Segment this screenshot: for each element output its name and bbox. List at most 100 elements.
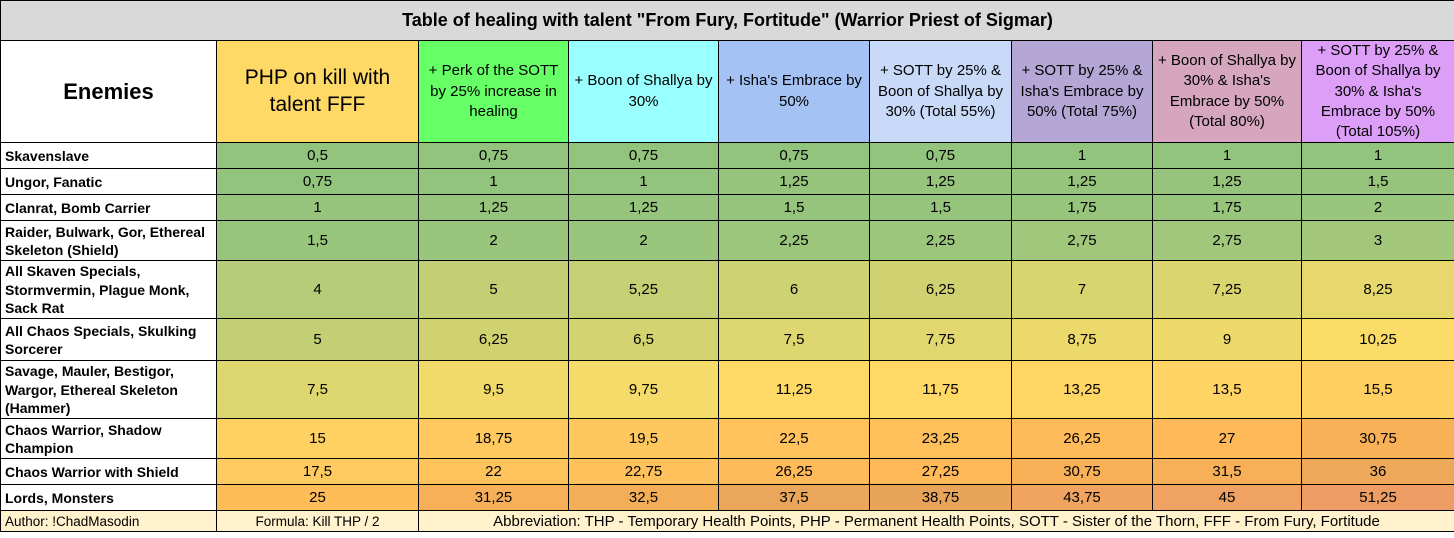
footer-row: Author: !ChadMasodin Formula: Kill THP / … <box>0 510 1454 533</box>
author-note: Author: !ChadMasodin <box>0 510 217 533</box>
healing-value-cell: 15,5 <box>1300 360 1454 420</box>
table-row: Savage, Mauler, Bestigor, Wargor, Ethere… <box>0 360 1454 420</box>
enemy-name: Skavenslave <box>0 142 217 170</box>
healing-value-cell: 0,75 <box>418 142 569 170</box>
healing-value-cell: 6 <box>718 260 870 320</box>
enemy-name: All Skaven Specials, Stormvermin, Plague… <box>0 260 217 320</box>
table-row: Chaos Warrior, Shadow Champion 15 18,75 19,… <box>0 418 1454 460</box>
healing-value-cell: 1,25 <box>1011 168 1153 196</box>
healing-value-cell: 9 <box>1152 318 1302 362</box>
column-header-7: + Boon of Shallya by 30% & Isha's Embrac… <box>1152 39 1302 144</box>
enemy-name: Lords, Monsters <box>0 484 217 512</box>
column-header-4: + Isha's Embrace by 50% <box>718 39 870 144</box>
healing-value-cell: 7,5 <box>718 318 870 362</box>
table-row: Skavenslave 0,5 0,75 0,75 0,75 0,75 1 1 1 <box>0 142 1454 170</box>
healing-value-cell: 6,5 <box>568 318 719 362</box>
healing-value-cell: 1,25 <box>869 168 1012 196</box>
column-header-3: + Boon of Shallya by 30% <box>568 39 719 144</box>
healing-value-cell: 2,25 <box>869 220 1012 262</box>
healing-value-cell: 3 <box>1300 220 1454 262</box>
healing-value-cell: 32,5 <box>568 484 719 512</box>
healing-value-cell: 31,5 <box>1152 458 1302 486</box>
healing-value-cell: 26,25 <box>718 458 870 486</box>
healing-value-cell: 9,5 <box>418 360 569 420</box>
healing-value-cell: 1,5 <box>216 220 419 262</box>
table-title: Table of healing with talent "From Fury,… <box>0 0 1454 41</box>
healing-value-cell: 11,75 <box>869 360 1012 420</box>
abbreviation-note: Abbreviation: THP - Temporary Health Poi… <box>417 510 1454 533</box>
healing-value-cell: 7,75 <box>869 318 1012 362</box>
healing-value-cell: 6,25 <box>418 318 569 362</box>
column-header-1: PHP on kill with talent FFF <box>216 39 419 144</box>
enemy-name: Chaos Warrior, Shadow Champion <box>0 418 217 460</box>
healing-value-cell: 22 <box>418 458 569 486</box>
healing-value-cell: 18,75 <box>418 418 569 460</box>
healing-value-cell: 6,25 <box>869 260 1012 320</box>
table-row: Ungor, Fanatic 0,75 1 1 1,25 1,25 1,25 1,25 1,5 <box>0 168 1454 196</box>
healing-value-cell: 25 <box>216 484 419 512</box>
healing-value-cell: 5 <box>216 318 419 362</box>
healing-value-cell: 17,5 <box>216 458 419 486</box>
healing-value-cell: 27 <box>1152 418 1302 460</box>
healing-value-cell: 7,25 <box>1152 260 1302 320</box>
healing-value-cell: 31,25 <box>418 484 569 512</box>
enemy-name: Clanrat, Bomb Carrier <box>0 194 217 222</box>
healing-value-cell: 1,5 <box>869 194 1012 222</box>
healing-value-cell: 0,75 <box>869 142 1012 170</box>
healing-value-cell: 1,25 <box>568 194 719 222</box>
healing-value-cell: 26,25 <box>1011 418 1153 460</box>
healing-value-cell: 22,75 <box>568 458 719 486</box>
formula-note: Formula: Kill THP / 2 <box>216 510 419 533</box>
table-row: All Chaos Specials, Skulking Sorcerer 5 6,… <box>0 318 1454 362</box>
healing-value-cell: 2 <box>1300 194 1454 222</box>
healing-value-cell: 1,5 <box>1300 168 1454 196</box>
healing-value-cell: 15 <box>216 418 419 460</box>
healing-value-cell: 1 <box>568 168 719 196</box>
healing-value-cell: 7,5 <box>216 360 419 420</box>
healing-value-cell: 8,75 <box>1011 318 1153 362</box>
table-row: Chaos Warrior with Shield 17,5 22 22,75 26,2… <box>0 458 1454 486</box>
healing-value-cell: 43,75 <box>1011 484 1153 512</box>
enemy-name: All Chaos Specials, Skulking Sorcerer <box>0 318 217 362</box>
healing-value-cell: 0,75 <box>216 168 419 196</box>
healing-value-cell: 1,75 <box>1011 194 1153 222</box>
healing-value-cell: 1 <box>418 168 569 196</box>
healing-value-cell: 0,75 <box>568 142 719 170</box>
healing-value-cell: 1 <box>1152 142 1302 170</box>
enemy-name: Raider, Bulwark, Gor, Ethereal Skeleton … <box>0 220 217 262</box>
healing-value-cell: 22,5 <box>718 418 870 460</box>
healing-value-cell: 0,5 <box>216 142 419 170</box>
healing-value-cell: 38,75 <box>869 484 1012 512</box>
column-header-2: + Perk of the SOTT by 25% increase in he… <box>418 39 569 144</box>
healing-value-cell: 1 <box>216 194 419 222</box>
table-row: Clanrat, Bomb Carrier 1 1,25 1,25 1,5 1,5 1,75… <box>0 194 1454 222</box>
healing-value-cell: 1,75 <box>1152 194 1302 222</box>
healing-value-cell: 1,25 <box>418 194 569 222</box>
healing-value-cell: 45 <box>1152 484 1302 512</box>
healing-value-cell: 2,25 <box>718 220 870 262</box>
table-row: Raider, Bulwark, Gor, Ethereal Skeleton … <box>0 220 1454 262</box>
healing-value-cell: 10,25 <box>1300 318 1454 362</box>
healing-value-cell: 13,25 <box>1011 360 1153 420</box>
healing-value-cell: 11,25 <box>718 360 870 420</box>
healing-value-cell: 1 <box>1300 142 1454 170</box>
healing-value-cell: 30,75 <box>1300 418 1454 460</box>
healing-value-cell: 30,75 <box>1011 458 1153 486</box>
healing-value-cell: 0,75 <box>718 142 870 170</box>
healing-value-cell: 1,25 <box>718 168 870 196</box>
healing-value-cell: 5 <box>418 260 569 320</box>
column-header-8: + SOTT by 25% & Boon of Shallya by 30% &… <box>1300 39 1454 144</box>
healing-value-cell: 13,5 <box>1152 360 1302 420</box>
healing-value-cell: 51,25 <box>1300 484 1454 512</box>
healing-value-cell: 1 <box>1011 142 1153 170</box>
enemy-name: Savage, Mauler, Bestigor, Wargor, Ethere… <box>0 360 217 420</box>
healing-value-cell: 9,75 <box>568 360 719 420</box>
healing-value-cell: 2,75 <box>1152 220 1302 262</box>
enemy-name: Chaos Warrior with Shield <box>0 458 217 486</box>
healing-value-cell: 8,25 <box>1300 260 1454 320</box>
enemy-name: Ungor, Fanatic <box>0 168 217 196</box>
healing-value-cell: 7 <box>1011 260 1153 320</box>
table-row: All Skaven Specials, Stormvermin, Plague… <box>0 260 1454 320</box>
